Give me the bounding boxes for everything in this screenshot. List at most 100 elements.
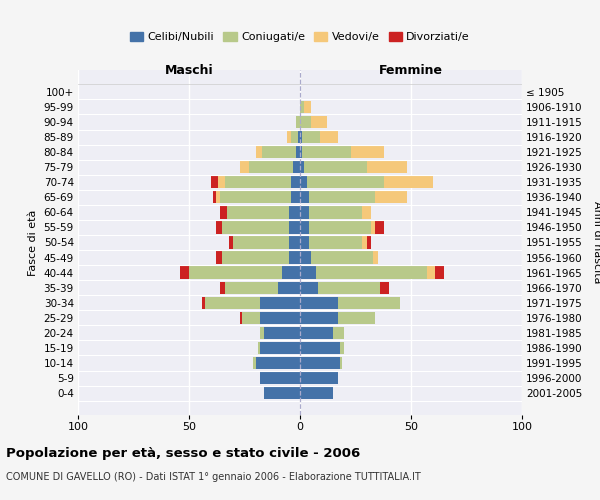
Bar	[304, 100, 311, 113]
Bar	[265, 326, 300, 339]
Bar	[260, 296, 300, 309]
Bar	[287, 131, 291, 143]
Bar	[340, 342, 344, 354]
Bar	[367, 236, 371, 248]
Bar	[300, 191, 309, 203]
Text: Maschi: Maschi	[164, 64, 214, 77]
Bar	[298, 131, 300, 143]
Bar	[265, 387, 300, 400]
Bar	[300, 252, 311, 264]
Bar	[302, 131, 320, 143]
Bar	[253, 357, 256, 369]
Bar	[304, 161, 367, 173]
Bar	[242, 312, 260, 324]
Bar	[240, 161, 249, 173]
Bar	[376, 191, 407, 203]
Bar	[311, 116, 326, 128]
Bar	[291, 131, 298, 143]
Bar	[300, 312, 338, 324]
Bar	[300, 100, 304, 113]
Bar	[233, 236, 289, 248]
Bar	[316, 266, 427, 279]
Bar	[214, 191, 215, 203]
Y-axis label: Anni di nascita: Anni di nascita	[592, 201, 600, 284]
Bar	[320, 131, 338, 143]
Bar	[300, 387, 334, 400]
Bar	[436, 266, 444, 279]
Bar	[309, 191, 376, 203]
Bar	[362, 236, 367, 248]
Text: Femmine: Femmine	[379, 64, 443, 77]
Bar	[300, 161, 304, 173]
Bar	[302, 146, 351, 158]
Bar	[376, 222, 385, 234]
Bar	[222, 222, 289, 234]
Bar	[215, 252, 223, 264]
Bar	[260, 312, 300, 324]
Bar	[427, 266, 436, 279]
Bar	[309, 206, 362, 218]
Bar	[300, 342, 340, 354]
Bar	[229, 236, 233, 248]
Bar	[289, 222, 300, 234]
Bar	[338, 296, 400, 309]
Bar	[293, 161, 300, 173]
Bar	[351, 146, 385, 158]
Bar	[289, 206, 300, 218]
Bar	[260, 342, 300, 354]
Bar	[289, 236, 300, 248]
Bar	[202, 296, 205, 309]
Bar	[180, 266, 189, 279]
Bar	[189, 266, 282, 279]
Bar	[300, 296, 338, 309]
Bar	[249, 161, 293, 173]
Bar	[300, 266, 316, 279]
Text: COMUNE DI GAVELLO (RO) - Dati ISTAT 1° gennaio 2006 - Elaborazione TUTTITALIA.IT: COMUNE DI GAVELLO (RO) - Dati ISTAT 1° g…	[6, 472, 421, 482]
Bar	[205, 296, 260, 309]
Bar	[215, 191, 220, 203]
Bar	[311, 252, 373, 264]
Bar	[222, 252, 289, 264]
Bar	[256, 146, 262, 158]
Bar	[300, 236, 309, 248]
Bar	[291, 176, 300, 188]
Bar	[289, 252, 300, 264]
Bar	[224, 282, 278, 294]
Bar	[300, 222, 309, 234]
Bar	[218, 176, 224, 188]
Bar	[340, 357, 342, 369]
Bar	[318, 282, 380, 294]
Bar	[220, 282, 224, 294]
Bar	[300, 326, 334, 339]
Bar	[291, 191, 300, 203]
Bar	[260, 326, 265, 339]
Bar	[385, 176, 433, 188]
Bar	[334, 326, 344, 339]
Bar	[300, 176, 307, 188]
Bar	[300, 146, 302, 158]
Bar	[258, 342, 260, 354]
Bar	[278, 282, 300, 294]
Bar	[282, 266, 300, 279]
Bar	[309, 222, 371, 234]
Bar	[300, 372, 338, 384]
Bar	[300, 131, 302, 143]
Bar	[240, 312, 242, 324]
Bar	[260, 372, 300, 384]
Bar	[309, 236, 362, 248]
Bar	[371, 222, 376, 234]
Bar	[224, 176, 291, 188]
Bar	[338, 312, 376, 324]
Bar	[300, 357, 340, 369]
Bar	[373, 252, 378, 264]
Bar	[262, 146, 296, 158]
Bar	[296, 116, 300, 128]
Bar	[215, 222, 223, 234]
Bar	[307, 176, 385, 188]
Bar	[300, 116, 311, 128]
Bar	[367, 161, 407, 173]
Bar	[227, 206, 289, 218]
Bar	[211, 176, 218, 188]
Bar	[362, 206, 371, 218]
Bar	[296, 146, 300, 158]
